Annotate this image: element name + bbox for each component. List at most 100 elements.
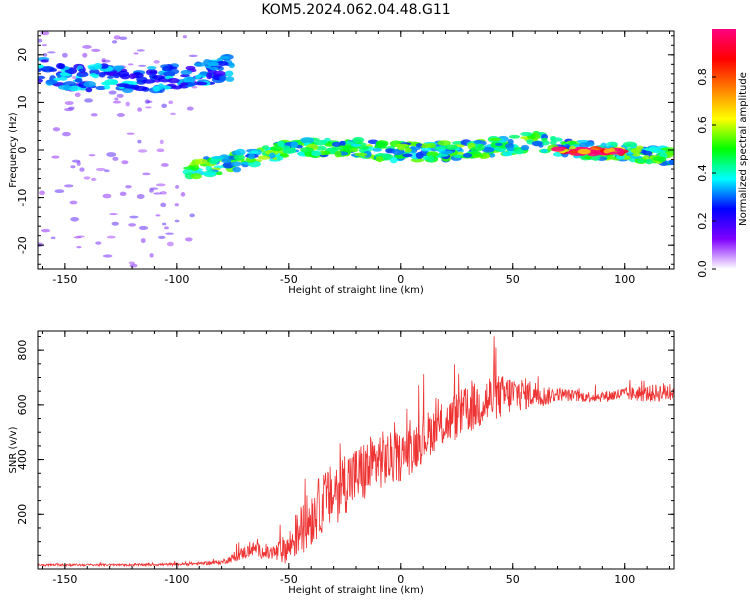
spectrogram-speckle bbox=[64, 101, 74, 106]
spectrogram-cell bbox=[652, 156, 665, 161]
spectrogram-speckle bbox=[90, 177, 97, 181]
spectrogram-cell bbox=[148, 70, 158, 74]
spectrogram-cell bbox=[40, 59, 49, 63]
spectrogram-speckle bbox=[74, 92, 81, 97]
spectrogram-speckle bbox=[106, 152, 117, 157]
spectrogram-cell bbox=[162, 66, 172, 72]
spectrogram-speckle bbox=[39, 190, 46, 196]
spectrogram-cell bbox=[194, 75, 202, 80]
spectrogram-cell bbox=[167, 77, 180, 84]
spectrogram-cell bbox=[106, 75, 114, 79]
spectrogram-speckle bbox=[165, 232, 174, 235]
spectrogram-speckle bbox=[191, 86, 198, 89]
spectrogram-cell bbox=[193, 62, 206, 67]
spectrogram-cell bbox=[569, 150, 579, 154]
spectrogram-speckle bbox=[50, 236, 56, 240]
spectrogram-cell bbox=[235, 148, 246, 156]
spectrogram-cell bbox=[219, 56, 231, 60]
spectrogram-speckle bbox=[84, 98, 94, 103]
spectrogram-cell bbox=[216, 61, 229, 66]
spectrogram-y-tick-label: -10 bbox=[16, 189, 29, 207]
spectrogram-cell bbox=[219, 75, 227, 81]
spectrogram-speckle bbox=[41, 228, 51, 233]
spectrogram-x-tick-label: 50 bbox=[506, 273, 520, 286]
colorbar-gradient bbox=[712, 29, 736, 269]
spectrogram-speckle bbox=[168, 100, 174, 105]
spectrogram-cell bbox=[257, 155, 271, 160]
spectrogram-cell bbox=[609, 151, 621, 155]
colorbar-tick-label: 0.0 bbox=[696, 260, 709, 278]
spectrogram-speckle bbox=[82, 45, 92, 49]
spectrogram-cell bbox=[38, 78, 43, 83]
spectrogram-cell bbox=[415, 151, 424, 159]
spectrogram-speckle bbox=[70, 216, 80, 222]
spectrogram-cell bbox=[440, 150, 454, 155]
spectrogram-cell bbox=[190, 173, 202, 180]
spectrogram-cell bbox=[349, 147, 359, 153]
spectrogram-speckle bbox=[155, 183, 166, 187]
spectrogram-speckle bbox=[102, 193, 112, 199]
spectrogram-cell bbox=[180, 74, 190, 78]
spectrogram-cell bbox=[622, 141, 637, 148]
spectrogram-cell bbox=[354, 152, 368, 157]
spectrogram-speckle bbox=[145, 106, 152, 109]
spectrogram-cell bbox=[373, 144, 387, 149]
snr-y-tick-label: 600 bbox=[16, 394, 29, 415]
spectrogram-cell bbox=[643, 154, 650, 160]
spectrogram-cell bbox=[209, 157, 219, 165]
spectrogram-speckle bbox=[119, 36, 128, 41]
colorbar-ticks: 0.0 0.2 0.4 0.6 0.8 bbox=[696, 68, 716, 278]
snr-x-tick-label: 0 bbox=[397, 573, 404, 586]
spectrogram-cell bbox=[506, 147, 515, 152]
spectrogram-speckle bbox=[125, 101, 130, 107]
spectrogram-speckle bbox=[137, 149, 148, 153]
spectrogram-cell bbox=[501, 151, 513, 157]
spectrogram-cell bbox=[415, 143, 423, 147]
spectrogram-speckle bbox=[79, 167, 85, 172]
spectrogram-speckle bbox=[136, 193, 145, 199]
spectrogram-cell bbox=[225, 76, 235, 82]
spectrogram-speckle bbox=[83, 176, 91, 180]
spectrogram-cell bbox=[169, 68, 180, 75]
spectrogram-speckle bbox=[101, 58, 106, 63]
spectrogram-x-label: Height of straight line (km) bbox=[288, 285, 424, 296]
spectrogram-cell bbox=[481, 147, 495, 153]
spectrogram-cell bbox=[74, 77, 83, 83]
spectrogram-speckle bbox=[41, 44, 47, 47]
spectrogram-speckle bbox=[188, 54, 198, 58]
spectrogram-cell bbox=[193, 81, 208, 86]
spectrogram-cell bbox=[632, 152, 641, 157]
spectrogram-speckle bbox=[112, 156, 119, 161]
spectrogram-speckle bbox=[62, 131, 71, 137]
spectrogram-cell bbox=[508, 134, 521, 139]
spectrogram-cell bbox=[397, 144, 406, 151]
spectrogram-speckle bbox=[90, 113, 98, 117]
spectrogram-speckle bbox=[189, 213, 195, 218]
spectrogram-speckle bbox=[106, 235, 116, 239]
spectrogram-cell bbox=[221, 158, 232, 164]
spectrogram-cell bbox=[152, 75, 165, 80]
spectrogram-cell bbox=[113, 73, 121, 79]
spectrogram-cell bbox=[183, 166, 196, 170]
spectrogram-speckle bbox=[129, 215, 139, 219]
spectrogram-speckle bbox=[76, 161, 81, 166]
spectrogram-cell bbox=[350, 143, 362, 147]
spectrogram-cell bbox=[494, 142, 503, 147]
spectrogram-cell bbox=[215, 171, 223, 176]
figure-title: KOM5.2024.062.04.48.G11 bbox=[261, 2, 450, 18]
spectrogram-speckle bbox=[116, 93, 124, 98]
spectrogram-cell bbox=[268, 152, 276, 158]
spectrogram-speckle bbox=[160, 202, 167, 208]
spectrogram-cell bbox=[419, 143, 432, 149]
spectrogram-speckle bbox=[140, 238, 146, 244]
spectrogram-cell bbox=[551, 146, 566, 152]
spectrogram-speckle bbox=[69, 200, 78, 205]
spectrogram-cell bbox=[339, 140, 346, 146]
spectrogram-cell bbox=[520, 144, 530, 151]
spectrogram-cell bbox=[115, 65, 122, 72]
spectrogram-cell bbox=[282, 148, 297, 154]
spectrogram-cell bbox=[322, 150, 331, 155]
spectrogram-cell bbox=[375, 155, 384, 163]
spectrogram-cell bbox=[584, 155, 592, 160]
spectrogram-speckle bbox=[73, 236, 82, 239]
